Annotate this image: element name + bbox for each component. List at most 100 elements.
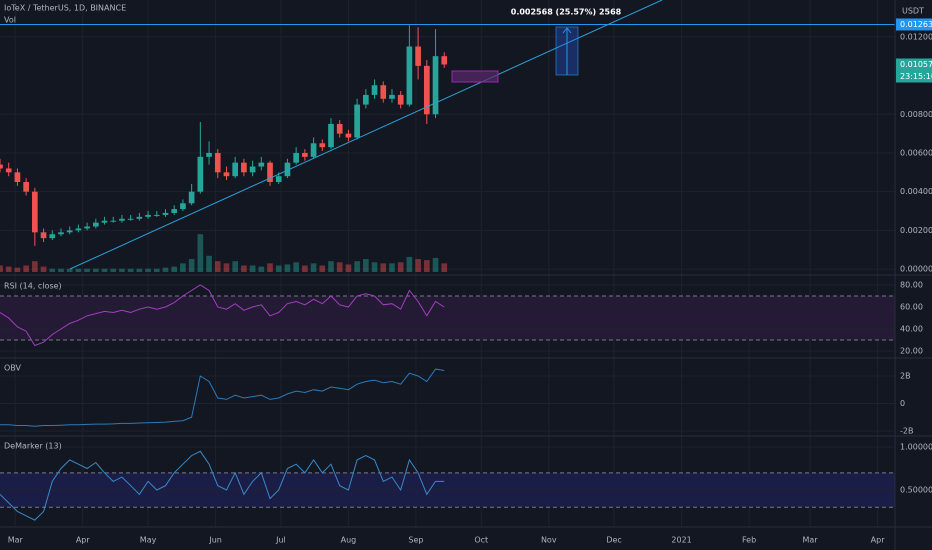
candle-body bbox=[267, 162, 273, 182]
volume-bar bbox=[423, 260, 430, 272]
y-tick-label: -2B bbox=[900, 427, 913, 436]
candle-body bbox=[66, 230, 73, 233]
volume-bar bbox=[23, 265, 29, 272]
volume-bar bbox=[127, 268, 134, 272]
x-tick-label: Jul bbox=[275, 536, 286, 545]
candle-body bbox=[302, 152, 308, 157]
volume-bar bbox=[275, 265, 282, 272]
currency-label: USDT bbox=[902, 7, 924, 16]
volume-bar bbox=[258, 266, 265, 272]
candle-body bbox=[406, 46, 413, 105]
volume-bar bbox=[345, 264, 352, 272]
measure-label: 0.002568 (25.57%) 2568 bbox=[511, 8, 622, 17]
volume-bar bbox=[162, 267, 169, 272]
volume-bar bbox=[171, 266, 178, 272]
volume-bar bbox=[5, 266, 12, 272]
candle-body bbox=[188, 191, 195, 204]
volume-bar bbox=[49, 268, 56, 272]
band-fill bbox=[0, 296, 895, 341]
x-tick-label: Mar bbox=[803, 536, 819, 545]
x-tick-label: May bbox=[140, 536, 157, 545]
candle-body bbox=[258, 162, 265, 167]
candle-body bbox=[145, 214, 151, 217]
candle-body bbox=[389, 94, 395, 99]
candle-body bbox=[171, 209, 178, 213]
candle-body bbox=[249, 166, 256, 173]
candle-body bbox=[110, 220, 117, 222]
volume-bar bbox=[302, 265, 308, 272]
volume-bar bbox=[371, 262, 378, 272]
volume-bar bbox=[241, 265, 247, 272]
x-tick-label: Dec bbox=[606, 536, 621, 545]
volume-bar bbox=[267, 263, 273, 272]
volume-bar bbox=[145, 268, 151, 272]
rectangle-drawing bbox=[451, 70, 499, 83]
candle-body bbox=[92, 222, 99, 227]
x-tick-label: Jun bbox=[208, 536, 222, 545]
candle-body bbox=[14, 172, 21, 182]
y-tick-label: 0 bbox=[900, 399, 905, 408]
volume-bar bbox=[328, 261, 334, 272]
pane-title: RSI (14, close) bbox=[4, 282, 62, 291]
candle-body bbox=[162, 212, 169, 215]
candle-body bbox=[0, 164, 3, 169]
volume-bar bbox=[223, 263, 230, 272]
volume-bar bbox=[380, 263, 387, 272]
volume-bar bbox=[32, 261, 38, 272]
volume-bar bbox=[441, 263, 448, 272]
x-tick-label: Aug bbox=[341, 536, 357, 545]
volume-bar bbox=[75, 268, 82, 272]
volume-bar bbox=[232, 261, 239, 272]
last-price-tag bbox=[896, 58, 932, 83]
candle-body bbox=[241, 162, 247, 173]
volume-bar bbox=[84, 268, 90, 272]
volume-bar bbox=[310, 263, 317, 272]
candle-body bbox=[363, 94, 369, 105]
y-tick-label: 2B bbox=[900, 371, 911, 380]
chart-title: IoTeX / TetherUS, 1D, BINANCE bbox=[4, 4, 126, 13]
x-tick-label: Sep bbox=[408, 536, 423, 545]
volume-bar bbox=[197, 234, 204, 272]
volume-bar bbox=[389, 263, 395, 272]
candle-body bbox=[32, 191, 38, 233]
candle-body bbox=[336, 123, 343, 134]
price-line-label: 0.012639 bbox=[900, 20, 932, 29]
volume-bar bbox=[180, 263, 186, 272]
x-tick-label: Oct bbox=[474, 536, 488, 545]
candle-body bbox=[127, 218, 134, 220]
volume-bar bbox=[284, 264, 291, 272]
candle-body bbox=[232, 162, 239, 177]
candle-body bbox=[354, 104, 360, 138]
grid bbox=[0, 0, 895, 527]
volume-bar bbox=[136, 268, 143, 272]
candle-body bbox=[397, 94, 404, 105]
candle-body bbox=[197, 156, 204, 192]
y-tick-label: 20.00 bbox=[900, 347, 923, 356]
marks bbox=[0, 23, 895, 521]
y-tick-label: 0.500000 bbox=[900, 486, 932, 495]
candle-body bbox=[432, 56, 439, 115]
price-line-tag bbox=[896, 18, 932, 31]
indicator-line bbox=[0, 284, 445, 347]
candle-body bbox=[223, 172, 230, 177]
candle-body bbox=[371, 85, 378, 95]
volume-bar bbox=[214, 261, 221, 272]
x-tick-label: Apr bbox=[871, 536, 886, 545]
y-tick-label: 60.00 bbox=[900, 303, 923, 312]
candle-body bbox=[153, 214, 160, 216]
x-tick-label: Apr bbox=[76, 536, 91, 545]
trend-line bbox=[69, 0, 663, 270]
volume-bar bbox=[397, 262, 404, 272]
candle-body bbox=[49, 234, 56, 239]
volume-bar bbox=[110, 268, 117, 272]
candle-body bbox=[345, 133, 352, 138]
candle-body bbox=[136, 216, 143, 219]
candle-body bbox=[84, 226, 90, 229]
pane-title: OBV bbox=[4, 364, 22, 373]
